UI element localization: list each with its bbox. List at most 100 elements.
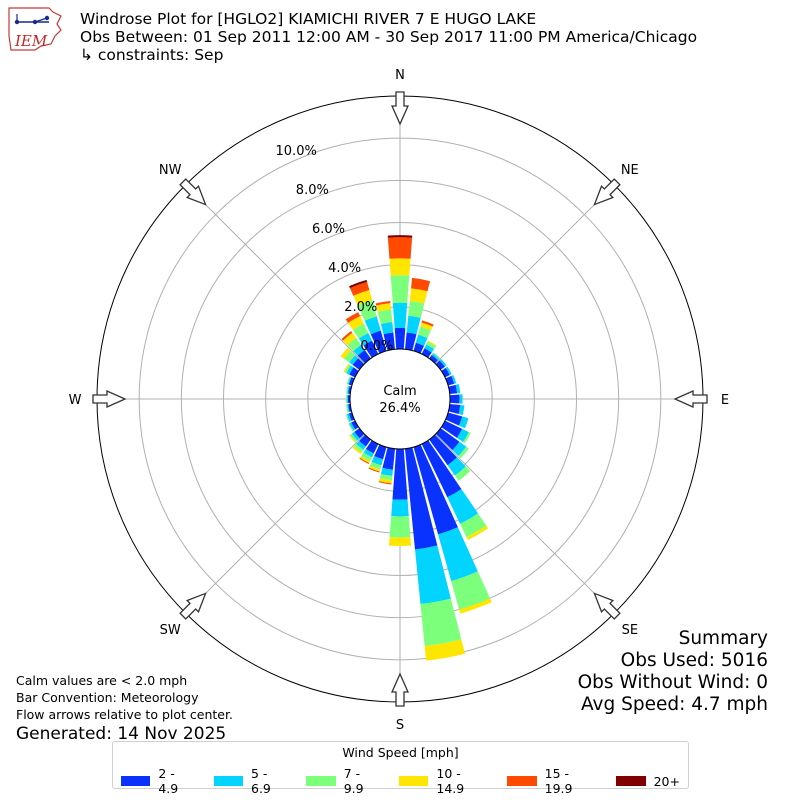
bar-segment bbox=[357, 300, 377, 321]
bar-segment bbox=[379, 474, 393, 481]
bar-segment bbox=[346, 385, 349, 394]
bar-segment bbox=[356, 440, 366, 450]
legend-label: 10 - 14.9 bbox=[436, 766, 465, 796]
bar-segment bbox=[456, 428, 469, 443]
summary-block: Summary Obs Used: 5016 Obs Without Wind:… bbox=[578, 628, 768, 716]
bar-segment bbox=[340, 347, 351, 359]
bar-segment bbox=[349, 422, 356, 431]
bar-segment bbox=[352, 446, 362, 455]
bar-segment bbox=[449, 394, 460, 404]
bar-segment bbox=[354, 428, 365, 439]
bar-segment bbox=[390, 275, 410, 303]
logo-text: IEM bbox=[14, 32, 48, 50]
calm-label: Calm bbox=[383, 384, 416, 399]
bar-segment bbox=[432, 352, 441, 359]
bar-segment bbox=[415, 334, 428, 346]
bar-segment bbox=[439, 358, 447, 367]
legend-label: 20+ bbox=[653, 773, 680, 789]
bar-segment bbox=[420, 598, 462, 646]
flow-arrow-icon bbox=[92, 389, 127, 409]
compass-label-n: N bbox=[395, 68, 405, 83]
plot-notes: Calm values are < 2.0 mph Bar Convention… bbox=[16, 672, 233, 744]
legend-title: Wind Speed [mph] bbox=[342, 745, 459, 760]
bar-segment bbox=[431, 353, 440, 361]
bar-segment bbox=[347, 337, 361, 352]
bar-segment bbox=[420, 322, 433, 331]
bar-segment bbox=[369, 461, 382, 470]
bar-segment bbox=[369, 465, 381, 472]
calm-note: Calm values are < 2.0 mph bbox=[16, 673, 188, 688]
obs-period: Obs Between: 01 Sep 2011 12:00 AM - 30 S… bbox=[80, 28, 698, 46]
arrow-shape bbox=[593, 178, 621, 206]
bar-segment bbox=[447, 489, 479, 524]
bar-segment bbox=[359, 455, 371, 464]
legend-label: 7 - 9.9 bbox=[343, 766, 364, 796]
bar-segment bbox=[421, 320, 434, 327]
generated-date: Generated: 14 Nov 2025 bbox=[16, 724, 227, 744]
bar-segment bbox=[452, 441, 467, 457]
flow-arrow-icon bbox=[673, 389, 708, 409]
grid-spoke bbox=[185, 184, 365, 364]
bar-segment bbox=[426, 341, 436, 349]
bar-segment bbox=[370, 330, 387, 354]
compass-label-s: S bbox=[396, 718, 404, 733]
bar-segment bbox=[346, 395, 349, 403]
flow-arrow-icon bbox=[390, 91, 410, 126]
arrow-shape bbox=[92, 389, 127, 409]
bar-segment bbox=[380, 321, 394, 335]
bar-segment bbox=[413, 342, 425, 354]
legend-swatch bbox=[306, 776, 336, 786]
bar-segment bbox=[377, 309, 393, 324]
bar-segment bbox=[349, 433, 358, 443]
bar-segment bbox=[354, 443, 364, 453]
bar-segment bbox=[363, 340, 379, 358]
bar-segment bbox=[415, 545, 451, 604]
bar-segment bbox=[459, 598, 492, 614]
compass-label-w: W bbox=[69, 393, 82, 408]
arrow-shape bbox=[390, 91, 410, 126]
arrow-shape bbox=[593, 592, 621, 620]
bar-segment bbox=[389, 258, 411, 276]
bar-segment bbox=[451, 374, 457, 384]
radial-tick-label: 8.0% bbox=[296, 183, 329, 198]
bar-segment bbox=[411, 277, 431, 292]
bar-segment bbox=[459, 394, 463, 404]
bar-segment bbox=[351, 431, 360, 441]
flow-arrow-icon bbox=[593, 592, 621, 620]
legend-swatch bbox=[399, 776, 429, 786]
bar-segment bbox=[375, 300, 391, 306]
legend-item: 7 - 9.9 bbox=[306, 766, 383, 796]
bar-segment bbox=[353, 344, 365, 356]
bar-segment bbox=[441, 367, 450, 378]
bar-segment bbox=[345, 312, 361, 323]
compass-label-se: SE bbox=[622, 623, 638, 638]
bar-segment bbox=[383, 332, 396, 351]
flow-arrow-icon bbox=[390, 672, 410, 707]
legend-item: 15 - 19.9 bbox=[507, 766, 599, 796]
flow-arrow-icon bbox=[179, 592, 207, 620]
legend: Wind Speed [mph] 2 - 4.9 5 - 6.9 7 - 9.9… bbox=[112, 741, 689, 796]
bar-segment bbox=[349, 281, 370, 296]
grid-spoke bbox=[185, 434, 365, 614]
bar-segment bbox=[458, 446, 469, 459]
bar-segment bbox=[353, 289, 373, 306]
bar-segment bbox=[441, 420, 463, 438]
bar-segment bbox=[346, 404, 349, 413]
iem-logo: IEM bbox=[8, 7, 62, 51]
bar-segment bbox=[387, 235, 413, 238]
bar-segment bbox=[349, 279, 368, 289]
chart-title: Windrose Plot for [HGLO2] KIAMICHI RIVER… bbox=[80, 10, 537, 28]
radial-tick-label: 0.0% bbox=[360, 339, 393, 354]
bar-segment bbox=[455, 466, 471, 481]
bar-segment bbox=[378, 481, 392, 485]
bar-segment bbox=[364, 316, 381, 335]
bar-segment bbox=[371, 456, 384, 466]
bar-segment bbox=[394, 327, 406, 350]
bar-segment bbox=[345, 413, 350, 423]
constraints: ↳ constraints: Sep bbox=[80, 46, 224, 64]
bar-segment bbox=[413, 444, 458, 535]
legend-items: 2 - 4.9 5 - 6.9 7 - 9.9 10 - 14.9 15 - 1… bbox=[113, 766, 688, 796]
bar-segment bbox=[348, 423, 354, 432]
compass-label-e: E bbox=[721, 393, 729, 408]
